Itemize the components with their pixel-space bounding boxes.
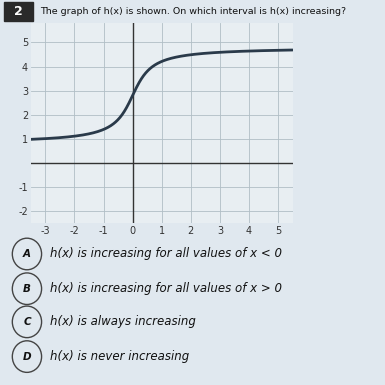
Text: The graph of h(x) is shown. On which interval is h(x) increasing?: The graph of h(x) is shown. On which int… [40,7,346,16]
FancyBboxPatch shape [4,2,33,21]
Text: D: D [23,352,31,362]
Text: C: C [23,317,31,327]
Text: h(x) is increasing for all values of x > 0: h(x) is increasing for all values of x >… [50,282,282,295]
Text: A: A [23,249,31,259]
Text: h(x) is increasing for all values of x < 0: h(x) is increasing for all values of x <… [50,248,282,261]
Text: 2: 2 [14,5,22,18]
Text: h(x) is never increasing: h(x) is never increasing [50,350,189,363]
Text: h(x) is always increasing: h(x) is always increasing [50,315,196,328]
Text: B: B [23,284,31,294]
